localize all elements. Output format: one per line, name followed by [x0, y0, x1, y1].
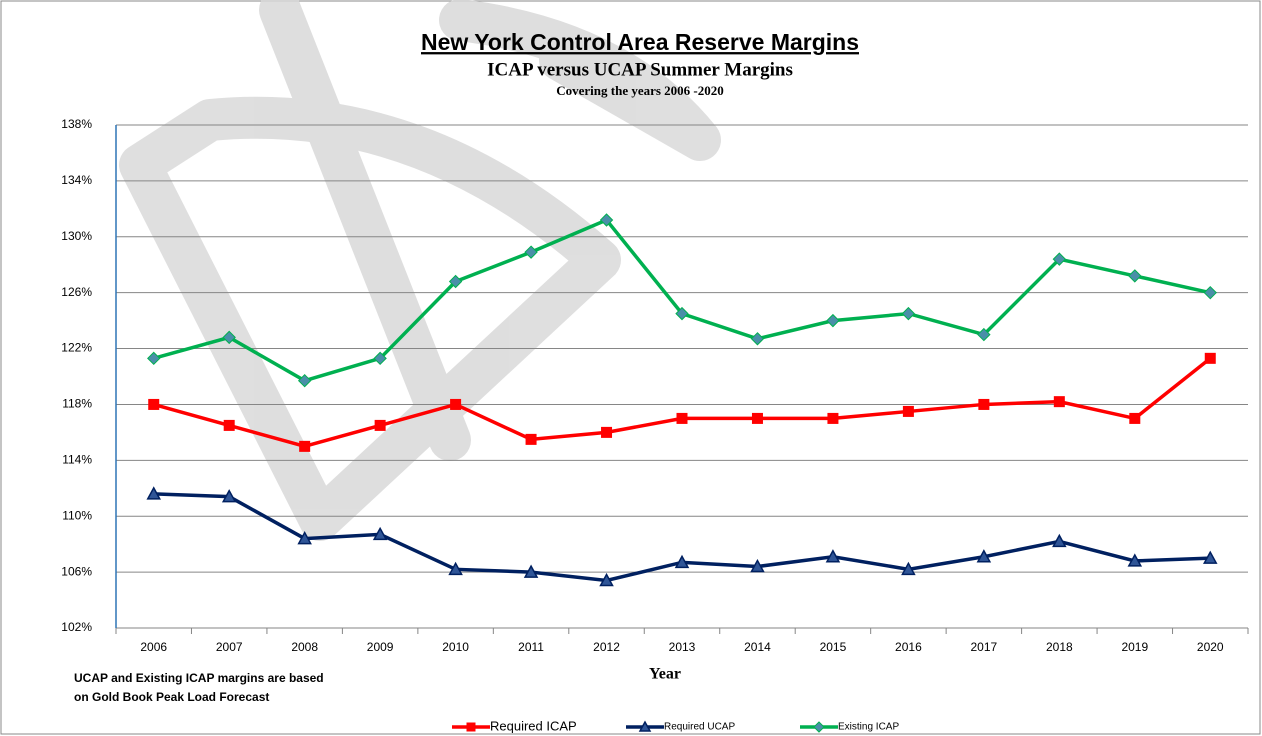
marker [1052, 533, 1067, 548]
x-tick-label: 2014 [744, 640, 771, 654]
marker [978, 398, 990, 410]
y-tick-label: 130% [61, 229, 92, 243]
marker [525, 433, 537, 445]
marker [223, 419, 235, 431]
marker [1127, 553, 1143, 567]
y-tick-label: 102% [61, 620, 92, 634]
marker [221, 489, 237, 503]
legend-label: Required UCAP [664, 722, 735, 733]
marker [1203, 285, 1217, 300]
x-tick-label: 2011 [518, 640, 544, 654]
y-tick-label: 126% [61, 285, 92, 299]
y-tick-label: 138% [61, 117, 92, 131]
marker [1129, 412, 1141, 424]
note: on Gold Book Peak Load Forecast [74, 690, 269, 704]
marker [599, 213, 614, 227]
marker [901, 306, 916, 321]
x-tick-label: 2013 [669, 640, 696, 654]
x-tick-label: 2017 [971, 640, 998, 654]
y-tick-label: 122% [61, 341, 92, 355]
note: UCAP and Existing ICAP margins are based [74, 671, 324, 685]
marker [1052, 252, 1067, 266]
y-tick-label: 110% [62, 508, 92, 522]
x-tick-label: 2016 [895, 640, 922, 654]
marker [1203, 550, 1218, 564]
marker [750, 332, 765, 346]
marker [599, 572, 614, 587]
marker [674, 554, 690, 569]
marker [1204, 352, 1216, 364]
marker [750, 558, 765, 573]
x-tick-label: 2009 [367, 640, 394, 654]
marker [826, 313, 840, 328]
marker [524, 245, 538, 259]
marker [146, 486, 161, 500]
marker [977, 327, 991, 342]
marker [751, 412, 763, 424]
marker [147, 351, 161, 366]
marker [148, 398, 160, 410]
x-tick-label: 2015 [820, 640, 847, 654]
marker [825, 549, 841, 563]
marker [976, 549, 992, 563]
x-tick-label: 2012 [593, 640, 620, 654]
marker [222, 330, 236, 345]
marker [448, 561, 463, 576]
marker [374, 419, 386, 431]
marker [827, 412, 839, 424]
marker [676, 412, 688, 424]
x-tick-label: 2019 [1121, 640, 1148, 654]
marker [466, 722, 476, 732]
marker [373, 351, 387, 366]
marker [901, 561, 916, 576]
chart-title: New York Control Area Reserve Margins [421, 29, 859, 55]
marker [297, 373, 312, 388]
x-tick-label: 2006 [140, 640, 167, 654]
x-tick-label: 2007 [216, 640, 243, 654]
marker [638, 720, 652, 732]
marker [450, 398, 462, 410]
marker [1128, 269, 1142, 283]
y-tick-label: 106% [61, 564, 92, 578]
x-tick-label: 2010 [442, 640, 469, 654]
x-tick-label: 2008 [291, 640, 318, 654]
y-tick-label: 114% [62, 453, 92, 467]
marker [1053, 396, 1065, 408]
marker [675, 306, 689, 321]
marker [902, 405, 914, 417]
legend-label: Existing ICAP [838, 722, 899, 733]
chart-subtitle: ICAP versus UCAP Summer Margins [487, 59, 793, 80]
x-axis-label: Year [649, 666, 681, 683]
marker [297, 531, 312, 545]
y-tick-label: 118% [62, 397, 92, 411]
marker [372, 526, 388, 541]
x-tick-label: 2020 [1197, 640, 1224, 654]
marker [299, 440, 311, 452]
marker [813, 721, 825, 733]
legend-label: Required ICAP [490, 718, 577, 733]
y-tick-label: 134% [61, 173, 92, 187]
marker [448, 274, 463, 289]
marker [601, 426, 613, 438]
chart-subtitle: Covering the years 2006 -2020 [556, 83, 724, 98]
marker [523, 564, 539, 578]
x-tick-label: 2018 [1046, 640, 1073, 654]
